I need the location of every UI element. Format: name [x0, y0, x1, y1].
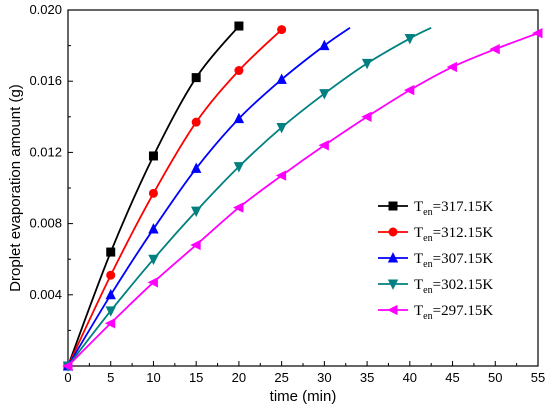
data-point [489, 43, 500, 55]
data-point [319, 39, 330, 51]
data-point [106, 270, 116, 280]
y-tick-label: 0.008 [29, 216, 62, 231]
data-point [190, 239, 201, 251]
data-point [190, 162, 202, 173]
x-tick-label: 50 [488, 370, 502, 385]
x-tick-label: 5 [107, 370, 114, 385]
legend-marker [387, 279, 399, 290]
x-tick-label: 35 [360, 370, 374, 385]
data-point [148, 188, 158, 198]
data-point [191, 117, 201, 127]
series-line [67, 26, 432, 367]
data-point [275, 170, 287, 181]
data-point [403, 84, 415, 96]
series-line [67, 25, 240, 367]
data-point [148, 151, 158, 161]
legend-entry: Ten=317.15K [378, 199, 493, 218]
x-tick-label: 45 [445, 370, 459, 385]
y-tick-label: 0.012 [29, 144, 62, 159]
data-point [62, 360, 73, 372]
data-point [191, 73, 201, 83]
x-tick-label: 30 [317, 370, 331, 385]
legend-label: Ten=307.15K [414, 251, 493, 270]
y-tick-label: 0.016 [29, 73, 62, 88]
series-4 [62, 26, 432, 372]
data-point [276, 122, 287, 134]
data-point [233, 162, 245, 173]
legend-entry: Ten=312.15K [378, 225, 493, 244]
data-point [233, 112, 245, 124]
legend-entry: Ten=307.15K [378, 251, 493, 270]
data-point [147, 277, 158, 288]
data-point [106, 247, 116, 257]
legend: Ten=317.15K Ten=312.15K Ten=307.15K Ten=302… [378, 199, 493, 322]
data-point [277, 25, 287, 35]
data-point [532, 27, 543, 39]
data-point [234, 21, 244, 31]
legend-entry: Ten=297.15K [378, 303, 493, 322]
legend-entry: Ten=302.15K [378, 277, 493, 296]
data-point [105, 288, 116, 300]
data-point [104, 318, 116, 329]
legend-marker [387, 252, 399, 263]
data-point [446, 61, 458, 73]
data-point [361, 58, 373, 70]
x-tick-label: 0 [64, 370, 71, 385]
y-tick-label: 0.004 [29, 287, 62, 302]
legend-label: Ten=312.15K [414, 225, 493, 244]
legend-marker [388, 201, 398, 211]
legend-marker [388, 227, 398, 237]
data-point [318, 140, 329, 151]
y-axis-label: Droplet evaporation amount (g) [7, 84, 24, 292]
y-tick-label: 0.020 [29, 2, 62, 17]
x-tick-label: 10 [146, 370, 160, 385]
data-point [319, 89, 330, 100]
legend-label: Ten=297.15K [414, 303, 493, 322]
data-point [148, 254, 159, 266]
data-point [361, 111, 372, 122]
x-tick-label: 40 [403, 370, 417, 385]
x-tick-label: 25 [274, 370, 288, 385]
data-point [404, 33, 416, 45]
data-point [105, 306, 116, 317]
data-point [148, 223, 159, 234]
series-5 [62, 27, 543, 372]
x-tick-label: 20 [232, 370, 246, 385]
data-point [190, 206, 202, 218]
legend-marker [387, 304, 398, 316]
series-group [62, 21, 543, 372]
x-axis-label: time (min) [270, 388, 337, 405]
x-tick-label: 15 [189, 370, 203, 385]
legend-label: Ten=302.15K [414, 277, 493, 296]
data-point [233, 202, 244, 213]
axis-ticks: 0 5 10 15 20 25 30 35 40 45 50 55 0.004 0.008 0.012 0.0… [29, 2, 545, 385]
data-point [276, 73, 287, 84]
legend-label: Ten=317.15K [414, 199, 493, 218]
series-3 [62, 27, 351, 371]
data-point [234, 66, 244, 76]
x-tick-label: 55 [531, 370, 545, 385]
